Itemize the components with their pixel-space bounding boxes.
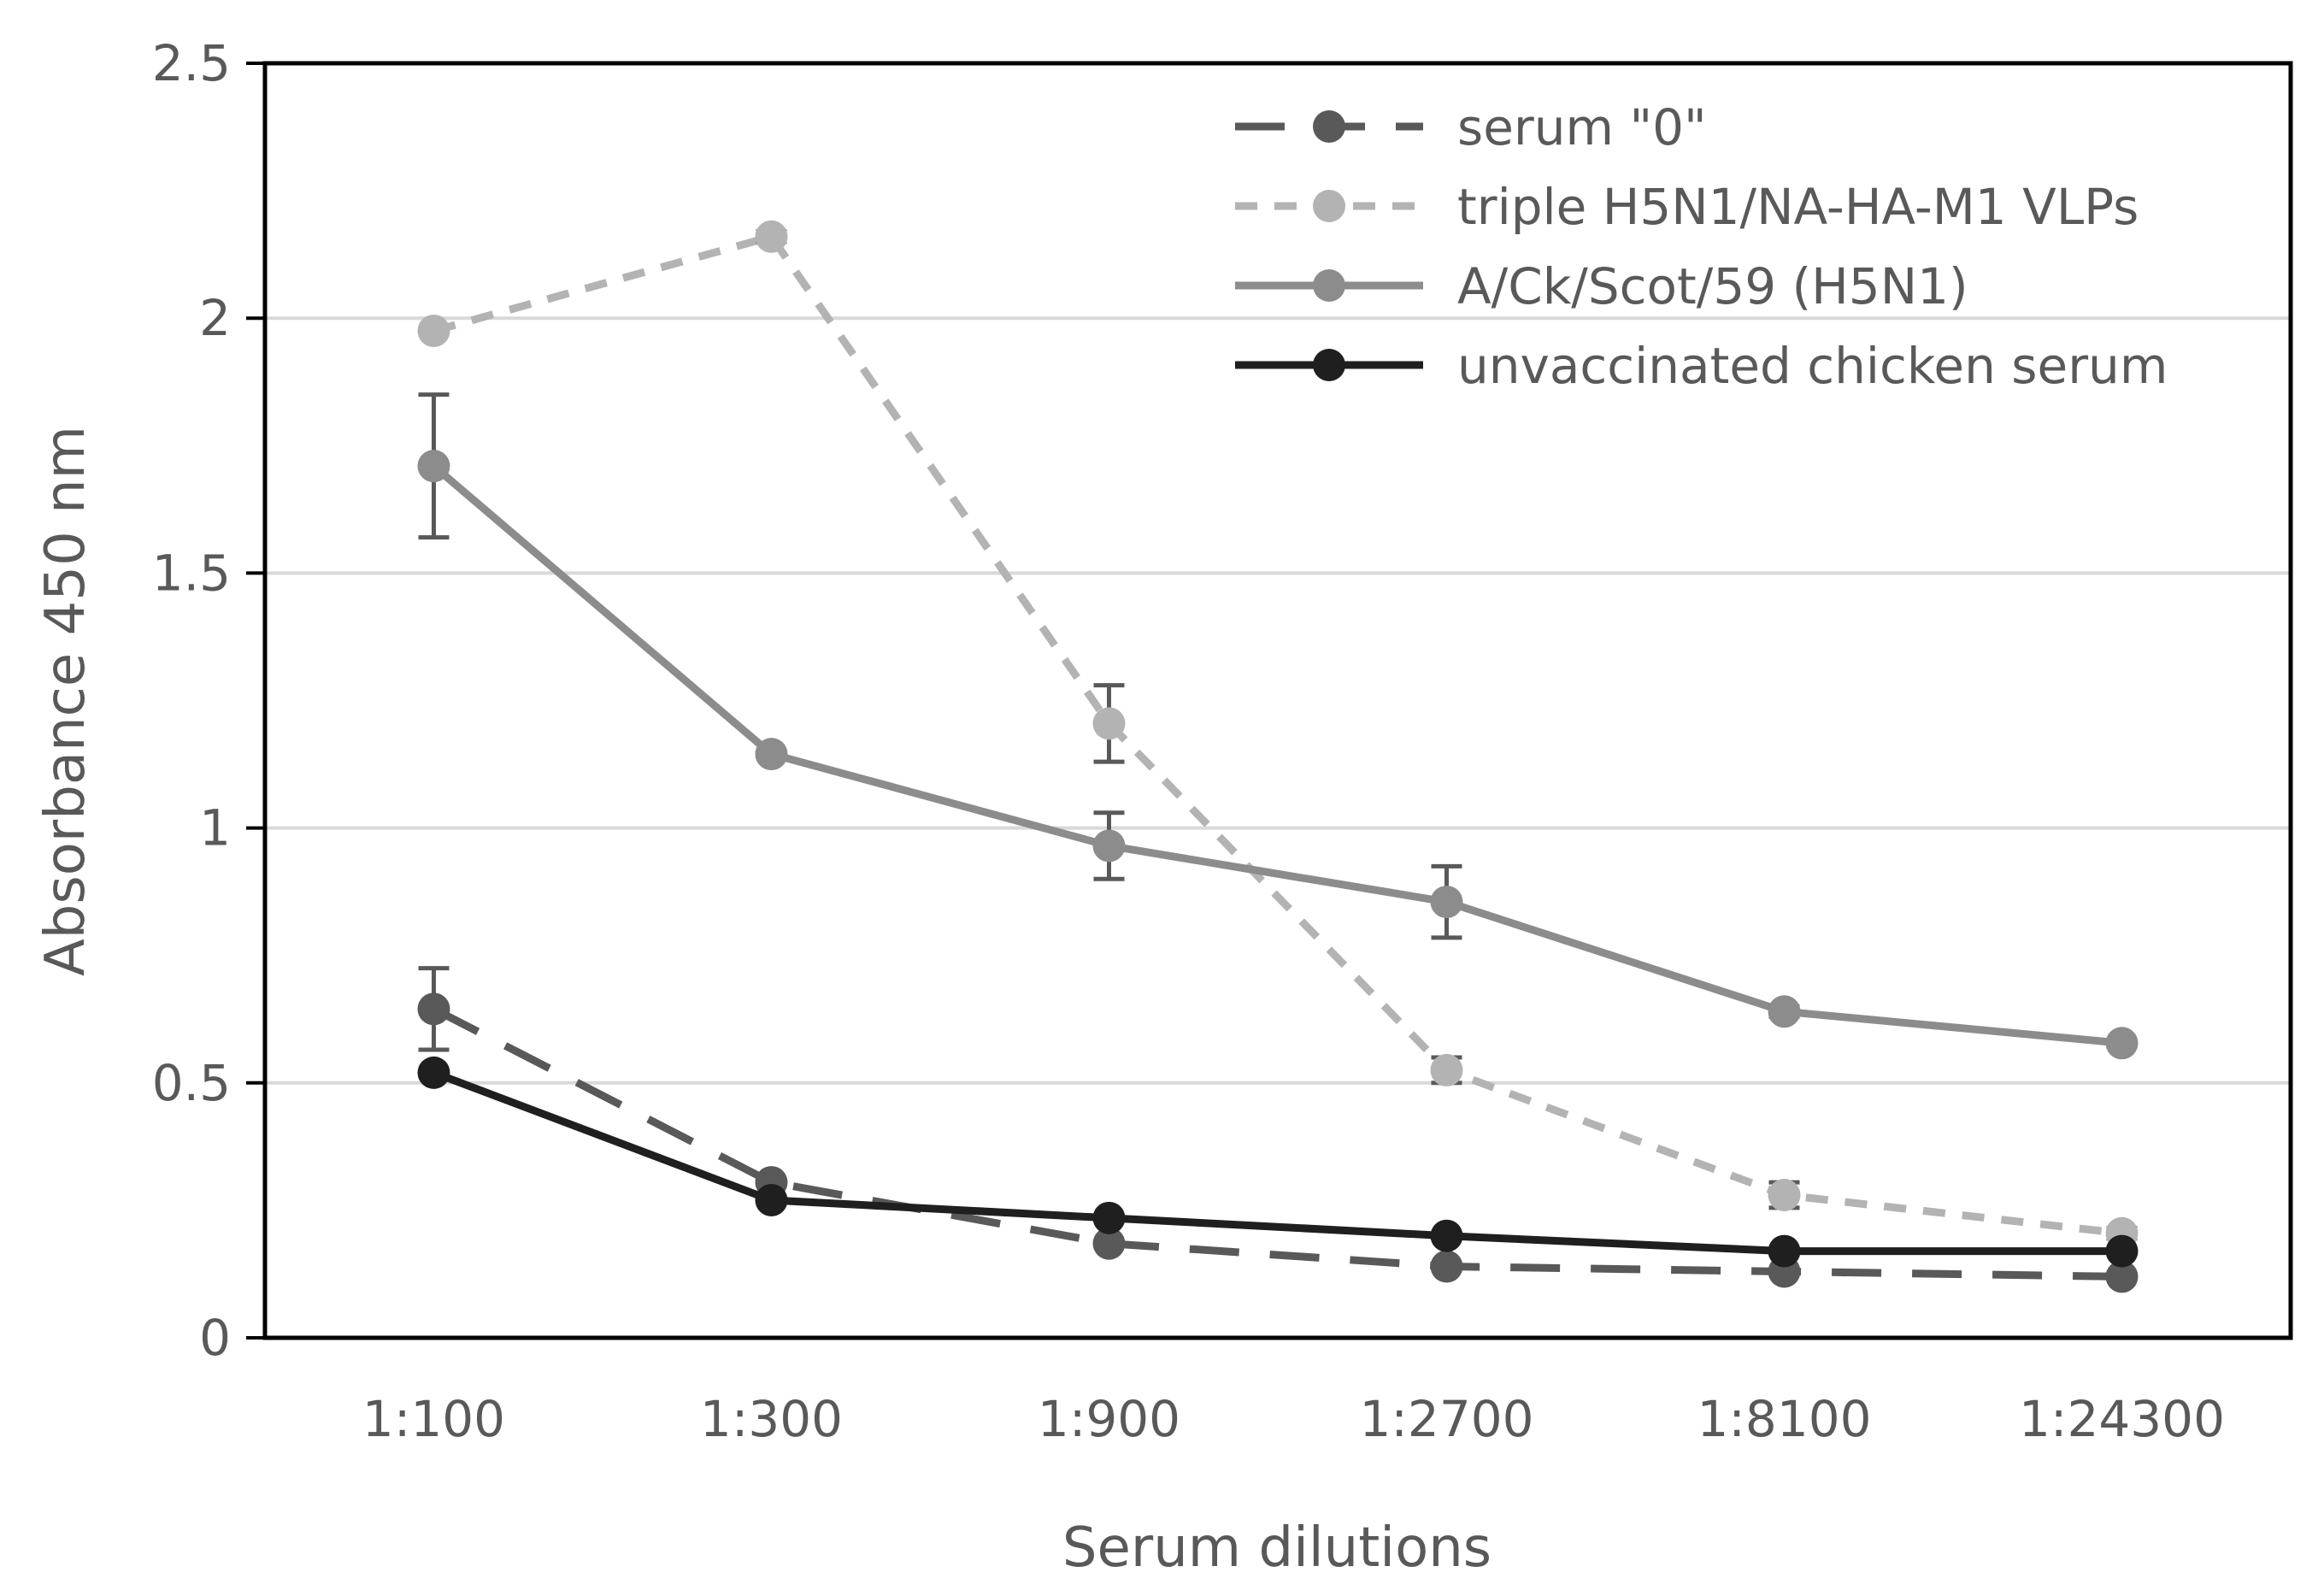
legend-marker: [1313, 110, 1345, 143]
data-point: [417, 315, 450, 348]
series-line: [432, 233, 2123, 1238]
x-axis-title: Serum dilutions: [1062, 1516, 1491, 1580]
data-point: [2105, 1234, 2139, 1268]
series-group: [417, 220, 2139, 1293]
data-point: [2105, 1260, 2139, 1293]
data-point: [417, 1056, 450, 1089]
data-point: [755, 220, 788, 253]
data-point: [755, 738, 788, 771]
gridlines: [265, 316, 2291, 1085]
axes: 0 0.5 1 1.5 2 2.5 1:100 1:300 1:900 1:2700 1:8100 1…: [152, 34, 2293, 1448]
data-point: [1768, 1234, 1801, 1268]
legend-label: A/Ck/Scot/59 (H5N1): [1457, 257, 1968, 315]
legend: serum "0" triple H5N1/NA-HA-M1 VLPs A/Ck/S…: [1235, 98, 2168, 395]
x-tick-label: 1:2700: [1359, 1390, 1533, 1448]
legend-marker: [1313, 269, 1345, 302]
data-point: [1092, 829, 1126, 863]
data-point: [1768, 995, 1801, 1028]
series-2: [417, 392, 2139, 1060]
y-tick-label: 1.5: [152, 544, 231, 602]
data-point: [1092, 1201, 1126, 1234]
legend-label: serum "0": [1457, 98, 1707, 156]
legend-label: triple H5N1/NA-HA-M1 VLPs: [1457, 178, 2139, 236]
data-point: [1430, 1053, 1463, 1086]
data-point: [1092, 707, 1126, 740]
series-3: [417, 1056, 2139, 1268]
series-line: [431, 462, 2122, 1047]
legend-item: triple H5N1/NA-HA-M1 VLPs: [1235, 178, 2139, 236]
data-point: [1430, 886, 1463, 919]
x-tick-label: 1:300: [700, 1390, 843, 1448]
data-point: [1092, 1227, 1126, 1260]
data-point: [755, 1183, 788, 1216]
y-tick-label: 2.5: [152, 34, 231, 92]
y-tick-label: 2: [199, 289, 231, 347]
legend-item: unvaccinated chicken serum: [1235, 337, 2168, 395]
y-axis-title: Absorbance 450 nm: [34, 426, 97, 976]
legend-item: serum "0": [1235, 98, 1707, 156]
data-point: [1768, 1179, 1801, 1212]
data-point: [417, 992, 450, 1026]
legend-label: unvaccinated chicken serum: [1457, 337, 2168, 395]
y-tick-label: 1: [199, 799, 231, 857]
data-point: [1430, 1250, 1463, 1283]
x-tick-label: 1:24300: [2019, 1390, 2225, 1448]
series-line: [432, 1069, 2122, 1256]
series-line: [432, 1005, 2122, 1281]
data-point: [417, 450, 450, 483]
x-tick-label: 1:900: [1038, 1390, 1180, 1448]
data-point: [1430, 1219, 1463, 1252]
x-tick-label: 1:100: [362, 1390, 505, 1448]
data-point: [2105, 1027, 2139, 1060]
series-0: [417, 966, 2139, 1293]
legend-marker: [1313, 349, 1345, 381]
y-tick-label: 0.5: [152, 1054, 231, 1112]
legend-marker: [1313, 190, 1345, 222]
y-tick-label: 0: [199, 1309, 231, 1367]
legend-item: A/Ck/Scot/59 (H5N1): [1235, 257, 1968, 315]
x-tick-label: 1:8100: [1697, 1390, 1871, 1448]
plot-area-border: [262, 61, 2293, 1340]
series-1: [417, 220, 2139, 1250]
